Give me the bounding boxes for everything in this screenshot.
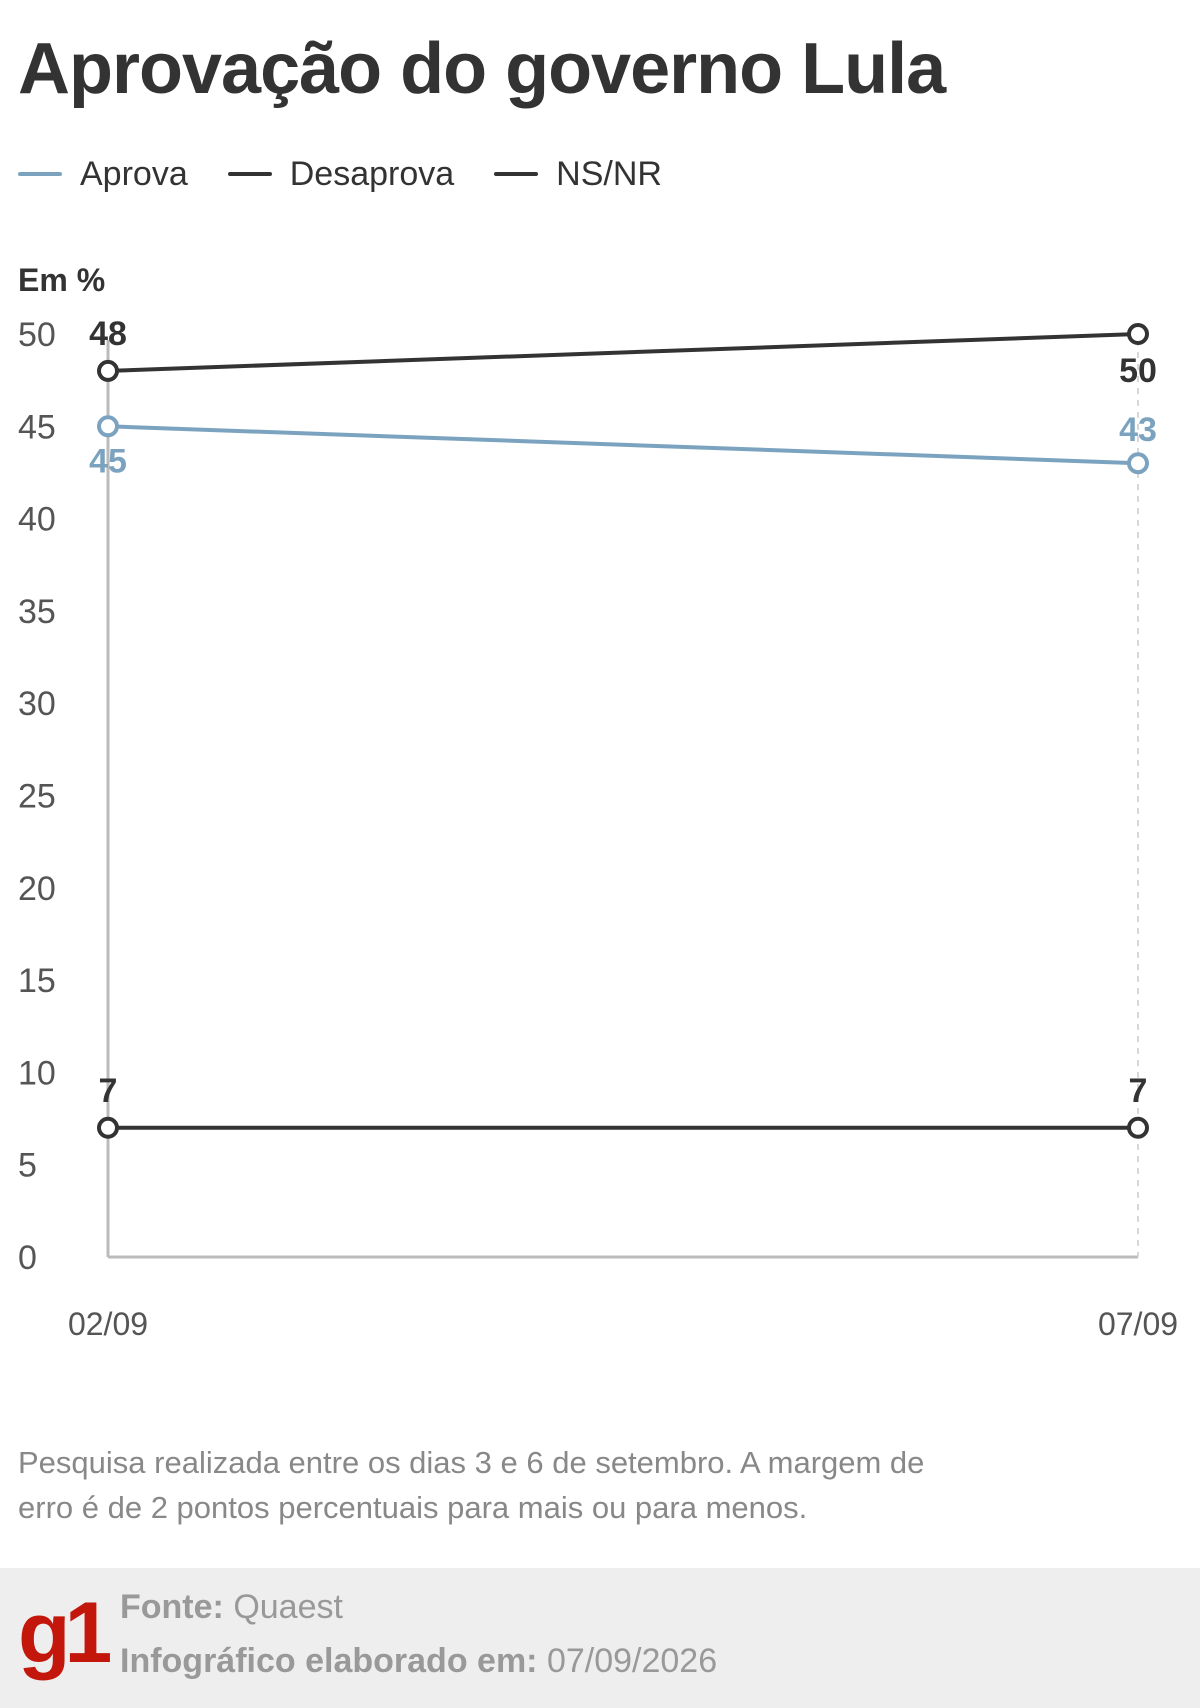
footer: g1 Fonte: Quaest Infográfico elaborado e… [0, 1568, 1200, 1708]
data-label-desaprova-0: 48 [89, 315, 127, 353]
data-point-desaprova-1 [1127, 323, 1149, 345]
legend: Aprova Desaprova NS/NR [18, 150, 702, 198]
x-tick-label-0: 02/09 [68, 1306, 148, 1342]
legend-label-aprova: Aprova [80, 154, 188, 193]
y-tick-label-40: 40 [18, 501, 56, 539]
legend-item-nsnr: NS/NR [494, 155, 662, 194]
y-tick-label-0: 0 [18, 1239, 37, 1277]
chart-title: Aprovação do governo Lula [18, 29, 946, 109]
legend-label-nsnr: NS/NR [556, 154, 662, 193]
data-label-ns-nr-0: 7 [99, 1072, 118, 1110]
legend-item-aprova: Aprova [18, 155, 188, 194]
date-line: Infográfico elaborado em: 07/09/2026 [120, 1642, 717, 1681]
legend-label-desaprova: Desaprova [289, 154, 455, 193]
g1-logo: g1 [18, 1585, 112, 1681]
data-label-aprova-1: 43 [1119, 411, 1157, 449]
source-key: Fonte: [120, 1588, 224, 1626]
y-tick-label-15: 15 [18, 962, 56, 1000]
data-point-aprova-0 [97, 415, 119, 438]
date-key: Infográfico elaborado em: [120, 1642, 538, 1680]
data-label-desaprova-1: 50 [1119, 352, 1157, 390]
y-tick-label-50: 50 [18, 316, 56, 354]
x-tick-label-1: 07/09 [1098, 1306, 1178, 1342]
legend-swatch-nsnr [494, 172, 539, 176]
data-label-aprova-0: 45 [89, 442, 127, 480]
y-tick-label-10: 10 [18, 1054, 56, 1092]
y-tick-label-20: 20 [18, 870, 56, 908]
y-tick-label-30: 30 [18, 685, 56, 723]
date-value: 07/09/2026 [546, 1642, 718, 1680]
unit-label: Em % [18, 262, 106, 298]
line-chart: 0 5 10 15 20 25 30 35 40 45 50 02/09 07/09 45 43 48 50 7 7 [18, 315, 1178, 1342]
survey-note: Pesquisa realizada entre os dias 3 e 6 d… [18, 1445, 925, 1525]
legend-item-desaprova: Desaprova [227, 154, 455, 194]
series-line-desaprova [107, 332, 1139, 373]
y-tick-label-35: 35 [18, 593, 56, 631]
legend-swatch-desaprova [227, 172, 272, 176]
data-point-ns-nr-1 [1127, 1116, 1149, 1139]
series-line-aprova [107, 424, 1139, 466]
y-tick-label-5: 5 [18, 1147, 37, 1185]
data-point-aprova-1 [1127, 452, 1149, 475]
data-label-ns-nr-1: 7 [1129, 1072, 1148, 1110]
y-tick-label-45: 45 [18, 408, 56, 446]
source-line: Fonte: Quaest [120, 1588, 343, 1627]
y-tick-label-25: 25 [18, 778, 56, 816]
data-point-desaprova-0 [97, 359, 119, 382]
legend-swatch-aprova [18, 172, 62, 176]
source-value: Quaest [233, 1588, 343, 1626]
data-point-ns-nr-0 [97, 1116, 119, 1139]
